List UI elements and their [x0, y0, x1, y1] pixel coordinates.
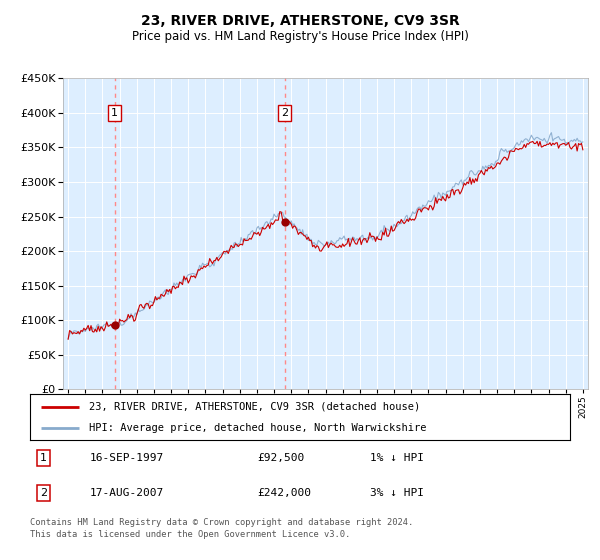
Text: 23, RIVER DRIVE, ATHERSTONE, CV9 3SR (detached house): 23, RIVER DRIVE, ATHERSTONE, CV9 3SR (de… — [89, 402, 421, 412]
Text: 1: 1 — [111, 108, 118, 118]
Text: 17-AUG-2007: 17-AUG-2007 — [89, 488, 164, 498]
Text: £242,000: £242,000 — [257, 488, 311, 498]
Text: 16-SEP-1997: 16-SEP-1997 — [89, 453, 164, 463]
Text: This data is licensed under the Open Government Licence v3.0.: This data is licensed under the Open Gov… — [30, 530, 350, 539]
Text: 2: 2 — [281, 108, 289, 118]
Text: 2: 2 — [40, 488, 47, 498]
Text: 3% ↓ HPI: 3% ↓ HPI — [370, 488, 424, 498]
Text: HPI: Average price, detached house, North Warwickshire: HPI: Average price, detached house, Nort… — [89, 423, 427, 433]
Text: 23, RIVER DRIVE, ATHERSTONE, CV9 3SR: 23, RIVER DRIVE, ATHERSTONE, CV9 3SR — [140, 14, 460, 28]
Text: Contains HM Land Registry data © Crown copyright and database right 2024.: Contains HM Land Registry data © Crown c… — [30, 518, 413, 527]
Text: £92,500: £92,500 — [257, 453, 304, 463]
Text: Price paid vs. HM Land Registry's House Price Index (HPI): Price paid vs. HM Land Registry's House … — [131, 30, 469, 43]
Text: 1: 1 — [40, 453, 47, 463]
Text: 1% ↓ HPI: 1% ↓ HPI — [370, 453, 424, 463]
